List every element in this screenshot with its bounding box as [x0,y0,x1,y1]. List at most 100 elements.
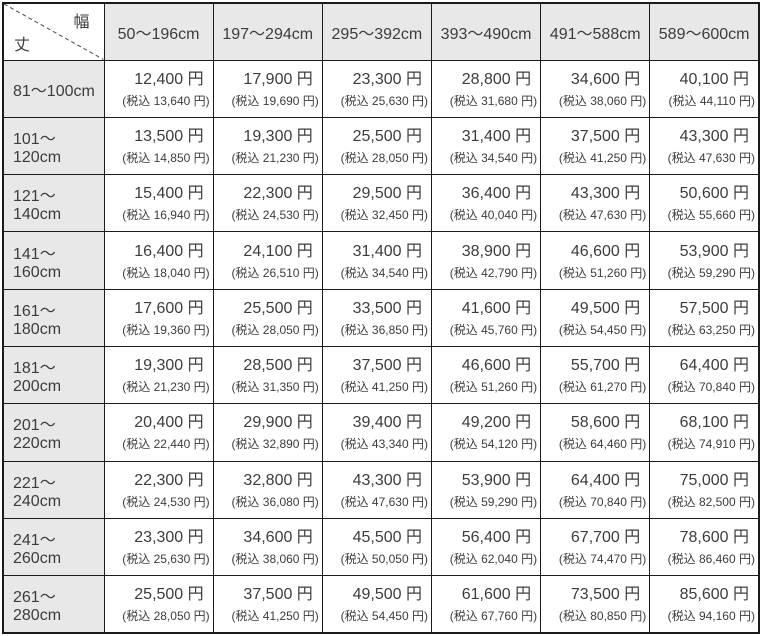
tax-included-value: (税込 59,290 円) [667,265,755,280]
tax-included-value: (税込 28,050 円) [340,150,428,165]
table-row: 261〜280cm 25,500 円 (税込 28,050 円) 37,500 円 (税… [2,575,760,634]
price-value: 53,900 円 [461,471,532,489]
price-value: 37,500 円 [570,127,641,145]
tax-included-value: (税込 94,160 円) [667,609,755,624]
tax-included-value: (税込 70,840 円) [667,380,755,395]
table-row: 161〜180cm 17,600 円 (税込 19,360 円) 25,500 円 (税… [2,288,760,347]
tax-included-value: (税込 63,250 円) [667,322,755,337]
tax-included-value: (税込 32,450 円) [340,208,428,223]
tax-included-value: (税込 40,040 円) [449,208,538,223]
price-value: 43,300 円 [570,185,641,203]
row-header: 221〜240cm [2,460,105,519]
price-value: 23,300 円 [134,529,204,547]
price-cell: 24,100 円 (税込 26,510 円) [212,231,323,290]
tax-included-value: (税込 59,290 円) [449,494,538,509]
price-value: 53,900 円 [679,242,749,260]
price-cell: 29,900 円 (税込 32,890 円) [212,403,323,462]
price-value: 67,700 円 [570,529,641,547]
row-header: 261〜280cm [2,575,105,634]
price-cell: 23,300 円 (税込 25,630 円) [103,517,214,577]
header-row: 幅 丈 50〜196cm 197〜294cm 295〜392cm 393〜490cm 4… [2,2,760,61]
price-cell: 64,400 円 (税込 70,840 円) [649,345,760,405]
price-cell: 68,100 円 (税込 74,910 円) [649,403,760,462]
table-row: 141〜160cm 16,400 円 (税込 18,040 円) 24,100 円 (税… [2,231,760,290]
price-value: 46,600 円 [461,357,532,375]
price-cell: 67,700 円 (税込 74,470 円) [540,517,651,577]
width-axis-label: 幅 [73,14,90,31]
price-cell: 16,400 円 (税込 18,040 円) [103,231,214,290]
tax-included-value: (税込 38,060 円) [558,93,647,108]
price-value: 34,600 円 [570,70,641,88]
tax-included-value: (税込 36,850 円) [340,322,428,337]
price-value: 17,600 円 [134,299,204,317]
column-header: 589〜600cm [649,2,760,61]
tax-included-value: (税込 41,250 円) [558,150,647,165]
tax-included-value: (税込 44,110 円) [668,93,755,108]
price-cell: 41,600 円 (税込 45,760 円) [430,288,542,347]
price-value: 45,500 円 [352,529,422,547]
tax-included-value: (税込 26,510 円) [231,265,319,280]
price-cell: 43,300 円 (税込 47,630 円) [649,116,760,176]
price-value: 20,400 円 [134,414,204,432]
tax-included-value: (税込 82,500 円) [667,494,755,509]
price-cell: 85,600 円 (税込 94,160 円) [649,575,760,634]
tax-included-value: (税込 47,630 円) [667,150,755,165]
row-header: 141〜160cm [2,231,105,290]
price-value: 29,900 円 [243,414,313,432]
column-header: 50〜196cm [103,2,214,61]
tax-included-value: (税込 54,120 円) [449,437,538,452]
price-value: 40,100 円 [679,70,749,88]
price-cell: 58,600 円 (税込 64,460 円) [540,403,651,462]
tax-included-value: (税込 28,050 円) [231,322,319,337]
price-value: 37,500 円 [352,357,422,375]
price-cell: 46,600 円 (税込 51,260 円) [540,231,651,290]
tax-included-value: (税込 67,760 円) [449,609,538,624]
tax-included-value: (税込 43,340 円) [340,437,428,452]
table-row: 241〜260cm 23,300 円 (税込 25,630 円) 34,600 円 (税… [2,517,760,577]
price-cell: 64,400 円 (税込 70,840 円) [540,460,651,519]
price-cell: 37,500 円 (税込 41,250 円) [540,116,651,176]
tax-included-value: (税込 22,440 円) [122,437,210,452]
tax-included-value: (税込 47,630 円) [558,208,647,223]
price-value: 13,500 円 [134,127,204,145]
price-cell: 38,900 円 (税込 42,790 円) [430,231,542,290]
tax-included-value: (税込 25,630 円) [340,93,428,108]
price-cell: 19,300 円 (税込 21,230 円) [103,345,214,405]
tax-included-value: (税込 42,790 円) [449,265,538,280]
tax-included-value: (税込 19,690 円) [231,93,319,108]
price-value: 25,500 円 [243,299,313,317]
price-cell: 75,000 円 (税込 82,500 円) [649,460,760,519]
price-value: 46,600 円 [570,242,641,260]
tax-included-value: (税込 38,060 円) [231,552,319,567]
price-value: 34,600 円 [243,529,313,547]
price-value: 29,500 円 [352,185,422,203]
price-cell: 43,300 円 (税込 47,630 円) [540,174,651,233]
price-value: 50,600 円 [679,185,749,203]
price-cell: 17,900 円 (税込 19,690 円) [212,59,323,118]
price-value: 33,500 円 [352,299,422,317]
price-cell: 43,300 円 (税込 47,630 円) [321,460,432,519]
column-header: 393〜490cm [430,2,542,61]
price-value: 25,500 円 [134,586,204,604]
corner-cell: 幅 丈 [2,2,105,61]
tax-included-value: (税込 36,080 円) [231,494,319,509]
tax-included-value: (税込 18,040 円) [122,265,210,280]
price-value: 12,400 円 [134,70,204,88]
table-row: 201〜220cm 20,400 円 (税込 22,440 円) 29,900 円 (税… [2,403,760,462]
price-value: 68,100 円 [679,414,749,432]
price-value: 57,500 円 [679,299,749,317]
tax-included-value: (税込 24,530 円) [122,494,210,509]
row-header: 81〜100cm [2,59,105,118]
table-row: 101〜120cm 13,500 円 (税込 14,850 円) 19,300 円 (税… [2,116,760,176]
table-row: 181〜200cm 19,300 円 (税込 21,230 円) 28,500 円 (税… [2,345,760,405]
price-cell: 34,600 円 (税込 38,060 円) [212,517,323,577]
price-value: 85,600 円 [679,586,749,604]
price-value: 56,400 円 [461,529,532,547]
price-cell: 33,500 円 (税込 36,850 円) [321,288,432,347]
price-value: 61,600 円 [461,586,532,604]
price-cell: 29,500 円 (税込 32,450 円) [321,174,432,233]
price-value: 43,300 円 [352,471,422,489]
tax-included-value: (税込 34,540 円) [340,265,428,280]
tax-included-value: (税込 62,040 円) [449,552,538,567]
